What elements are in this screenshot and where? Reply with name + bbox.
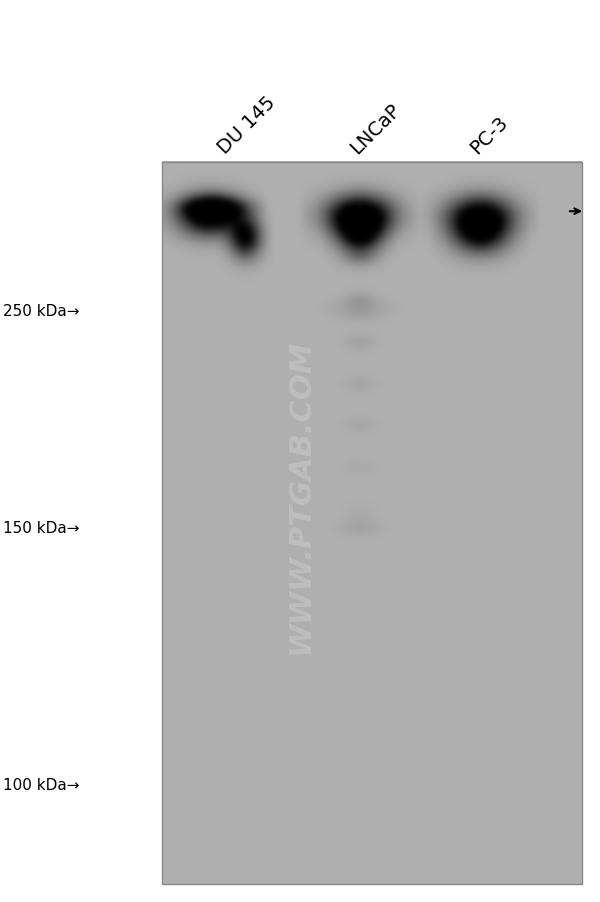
Text: WWW.PTGAB.COM: WWW.PTGAB.COM [286,339,314,653]
Text: PC-3: PC-3 [467,113,512,158]
Text: LNCaP: LNCaP [347,100,404,158]
Text: 250 kDa→: 250 kDa→ [3,304,79,318]
Text: DU 145: DU 145 [215,93,280,158]
Text: 150 kDa→: 150 kDa→ [3,520,79,535]
Text: 100 kDa→: 100 kDa→ [3,778,79,792]
